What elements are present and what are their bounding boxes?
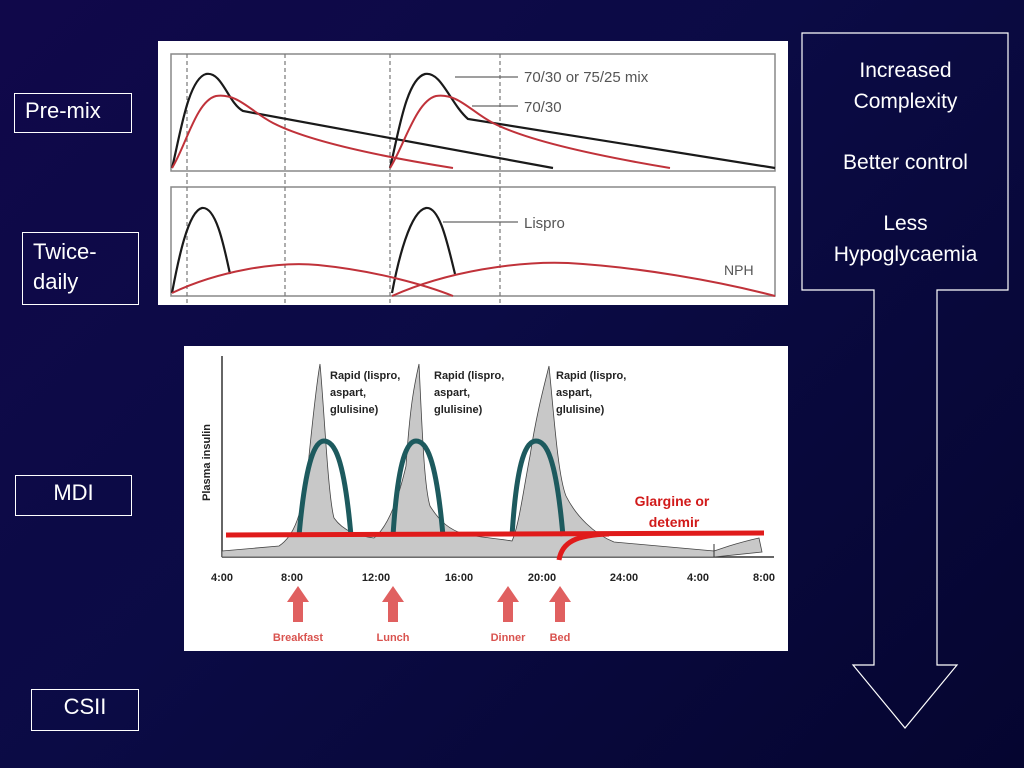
lispro-curve-1 xyxy=(170,206,232,294)
event-label: Dinner xyxy=(491,632,527,644)
lispro-curve-2 xyxy=(390,206,457,294)
mdi-x-tick: 4:00 xyxy=(687,572,709,584)
event-label: Breakfast xyxy=(273,632,323,644)
event-label: Lunch xyxy=(377,632,410,644)
mdi-events: Breakfast Lunch Dinner Bed xyxy=(273,586,571,644)
nph-curve-1 xyxy=(171,263,454,297)
mdi-x-tick: 20:00 xyxy=(528,572,556,584)
event-arrow xyxy=(382,586,404,622)
rapid-label-1-line3: glulisine) xyxy=(330,404,379,416)
premix-frame xyxy=(170,53,776,172)
premix-red-curve-2 xyxy=(389,94,671,169)
mix-label: 70/30 or 75/25 mix xyxy=(524,69,649,86)
basal-label-line1: Glargine or xyxy=(635,493,710,509)
rapid-label-3-line2: aspart, xyxy=(556,387,592,399)
basal-label-line2: detemir xyxy=(649,514,700,530)
lispro-label: Lispro xyxy=(524,215,565,232)
arrow-outline xyxy=(801,32,1009,729)
complexity-arrow xyxy=(801,32,1009,729)
arrow-text: Increased Complexity Better control Less… xyxy=(802,55,1009,270)
arrow-text-complexity: Increased Complexity xyxy=(853,59,958,113)
rapid-insulin-profile-tail xyxy=(713,537,763,558)
event-label: Bed xyxy=(550,632,571,644)
premix-red-curve-1 xyxy=(171,94,454,169)
mdi-x-tick: 8:00 xyxy=(753,572,775,584)
mdi-y-label: Plasma insulin xyxy=(201,424,213,501)
nph-label: NPH xyxy=(724,262,754,278)
rapid-labels: Rapid (lispro, aspart, glulisine) Rapid … xyxy=(330,370,626,416)
mdi-x-tick: 12:00 xyxy=(362,572,390,584)
nph-curve-2 xyxy=(391,261,776,297)
label-twice-daily-line1: Twice- xyxy=(33,239,97,264)
mdi-figure: Plasma insulin Rapid (lispro, aspart, gl… xyxy=(184,346,788,651)
arrow-text-hypo: Less Hypoglycaemia xyxy=(833,212,978,266)
rapid-arc-breakfast xyxy=(296,438,354,537)
event-arrow xyxy=(549,586,571,622)
premix-twice-daily-svg: 70/30 or 75/25 mix 70/30 Lispro NPH xyxy=(170,53,776,305)
rapid-label-2-line1: Rapid (lispro, xyxy=(434,370,504,382)
rapid-label-2-line3: glulisine) xyxy=(434,404,483,416)
event-arrow xyxy=(287,586,309,622)
rapid-label-1-line1: Rapid (lispro, xyxy=(330,370,400,382)
label-twice-daily-line2: daily xyxy=(33,269,79,294)
label-premix: Pre-mix xyxy=(14,93,132,133)
label-twice-daily: Twice- daily xyxy=(22,232,139,305)
rapid-insulin-profile xyxy=(221,363,715,558)
mix-curve-1 xyxy=(170,72,554,170)
mdi-x-ticks: 4:00 8:00 12:00 16:00 20:00 24:00 4:00 8:00 xyxy=(211,572,775,584)
rapid-label-2-line2: aspart, xyxy=(434,387,470,399)
mdi-x-tick: 8:00 xyxy=(281,572,303,584)
7030-label: 70/30 xyxy=(524,99,562,116)
twice-daily-frame xyxy=(170,186,776,297)
mdi-x-tick: 24:00 xyxy=(610,572,638,584)
mix-curve-2 xyxy=(388,72,776,170)
label-mdi: MDI xyxy=(15,475,132,516)
premix-twice-daily-figure: 70/30 or 75/25 mix 70/30 Lispro NPH xyxy=(158,41,788,305)
basal-onset-curve xyxy=(556,531,610,561)
rapid-label-1-line2: aspart, xyxy=(330,387,366,399)
label-csii: CSII xyxy=(31,689,139,731)
rapid-arc-dinner xyxy=(509,438,566,537)
arrow-text-control: Better control xyxy=(843,151,968,174)
mdi-x-tick: 4:00 xyxy=(211,572,233,584)
mdi-x-tick: 16:00 xyxy=(445,572,473,584)
rapid-label-3-line1: Rapid (lispro, xyxy=(556,370,626,382)
rapid-label-3-line3: glulisine) xyxy=(556,404,605,416)
rapid-arc-lunch xyxy=(390,438,446,537)
basal-line xyxy=(225,530,765,538)
event-arrow xyxy=(497,586,519,622)
mdi-svg: Plasma insulin Rapid (lispro, aspart, gl… xyxy=(201,356,775,644)
